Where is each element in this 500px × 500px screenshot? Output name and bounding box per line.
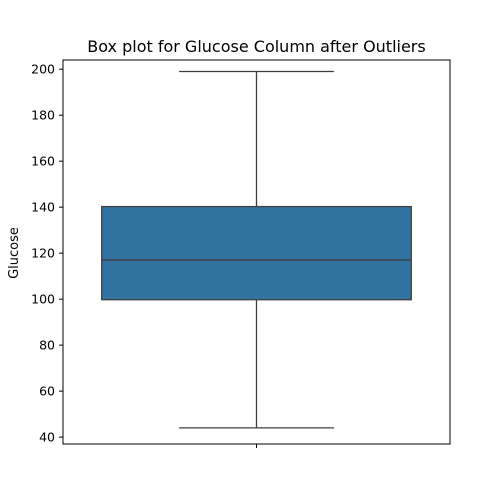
y-tick-label-200: 200 [31,62,55,77]
y-tick-label-120: 120 [31,246,55,261]
y-tick-label-60: 60 [39,384,55,399]
y-tick-label-40: 40 [39,430,55,445]
y-tick-label-160: 160 [31,154,55,169]
y-tick-label-180: 180 [31,108,55,123]
y-tick-label-140: 140 [31,200,55,215]
interquartile-box [101,205,412,301]
plot-area: 40 60 80 100 120 140 160 180 200 [31,59,451,448]
y-axis-label: Glucose [7,227,22,279]
y-tick-label-80: 80 [39,338,55,353]
chart-title: Box plot for Glucose Column after Outlie… [87,37,425,56]
y-tick-label-100: 100 [31,292,55,307]
